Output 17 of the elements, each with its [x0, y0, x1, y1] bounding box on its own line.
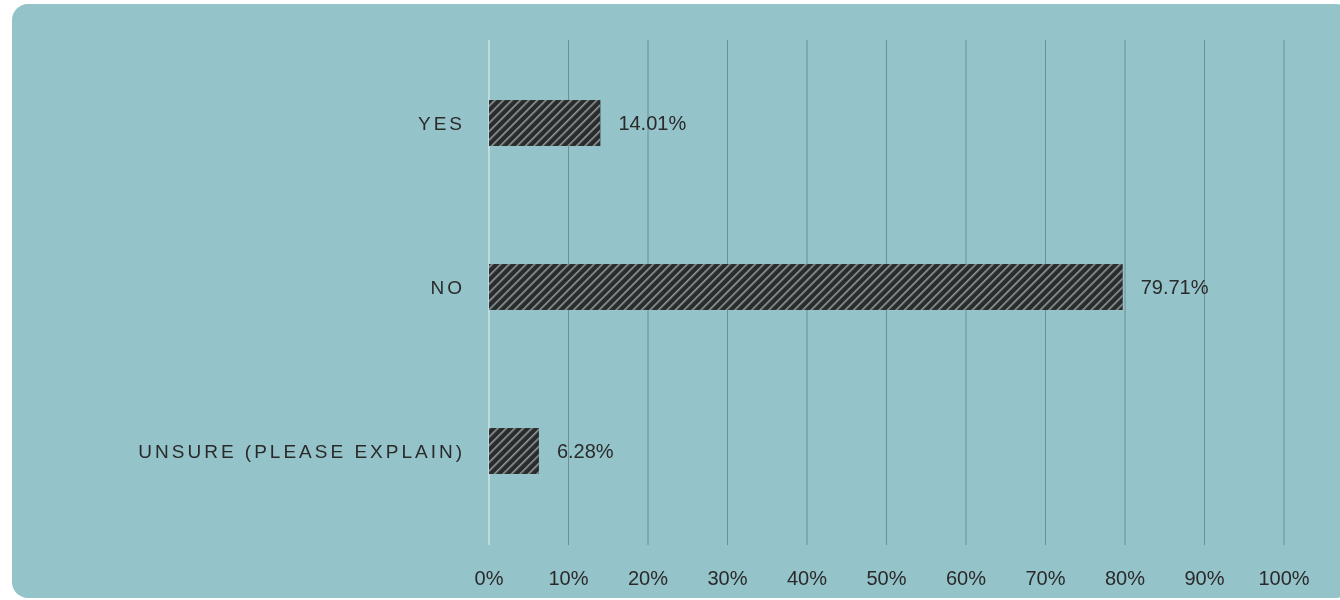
x-tick-label: 0%: [474, 567, 504, 589]
y-tick-label: NO: [430, 276, 465, 298]
y-tick-label: UNSURE (PLEASE EXPLAIN): [138, 440, 465, 462]
x-tick-label: 100%: [1258, 567, 1310, 589]
data-label: 79.71%: [1140, 276, 1209, 298]
x-tick-label: 10%: [548, 567, 589, 589]
x-tick-label: 70%: [1025, 567, 1066, 589]
x-tick-label: 40%: [786, 567, 828, 589]
x-tick-label: 60%: [945, 567, 987, 589]
x-tick-label: 30%: [707, 567, 748, 589]
data-label: 14.01%: [618, 112, 687, 134]
y-tick-label: YES: [417, 112, 465, 134]
data-label: 6.28%: [556, 440, 614, 462]
x-tick-label: 90%: [1184, 567, 1225, 589]
x-tick-label: 50%: [866, 567, 907, 589]
x-tick-label: 80%: [1104, 567, 1146, 589]
x-tick-label: 20%: [627, 567, 669, 589]
